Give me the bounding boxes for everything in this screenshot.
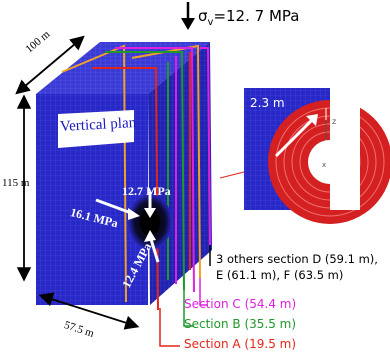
section-b-label: Section B (35.5 m) [184,317,297,331]
section-plane-b [105,51,185,291]
inset-cutout [330,88,360,210]
leader-section-b [183,290,194,327]
inset-axis-x: x [322,161,327,169]
leader-section-c [199,278,208,306]
others-line-1: 3 others section D (59.1 m), [216,252,378,266]
width-dimension-arrow [38,292,140,330]
sigma-symbol: σ [198,7,208,25]
inset-radius-label: 2.3 m [250,96,285,110]
vertical-stress-label: σv=12. 7 MPa [198,9,299,28]
section-a-label: Section A (19.5 m) [184,337,297,351]
depth-dimension-arrow [15,35,85,95]
pressure-top-label: 12.7 MPa [122,184,171,198]
section-plane-c [115,47,195,293]
height-label: 115 m [2,177,30,189]
pressure-arrow-left [95,198,135,216]
leader-section-a [159,308,180,347]
section-c-label: Section C (54.4 m) [184,297,297,311]
section-plane-orange-right [131,44,201,279]
sigma-value: =12. 7 MPa [213,7,300,25]
sigma-subscript: v [207,17,214,28]
others-line-2: E (61.1 m), F (63.5 m) [216,268,344,282]
section-plane-c-edge [200,47,211,246]
inset-connector [219,171,245,179]
inset-axis-z: z [332,117,337,126]
inset-radius-arrow [274,116,316,158]
vertical-plane-plaque [58,110,134,148]
inset-rings [268,100,390,224]
